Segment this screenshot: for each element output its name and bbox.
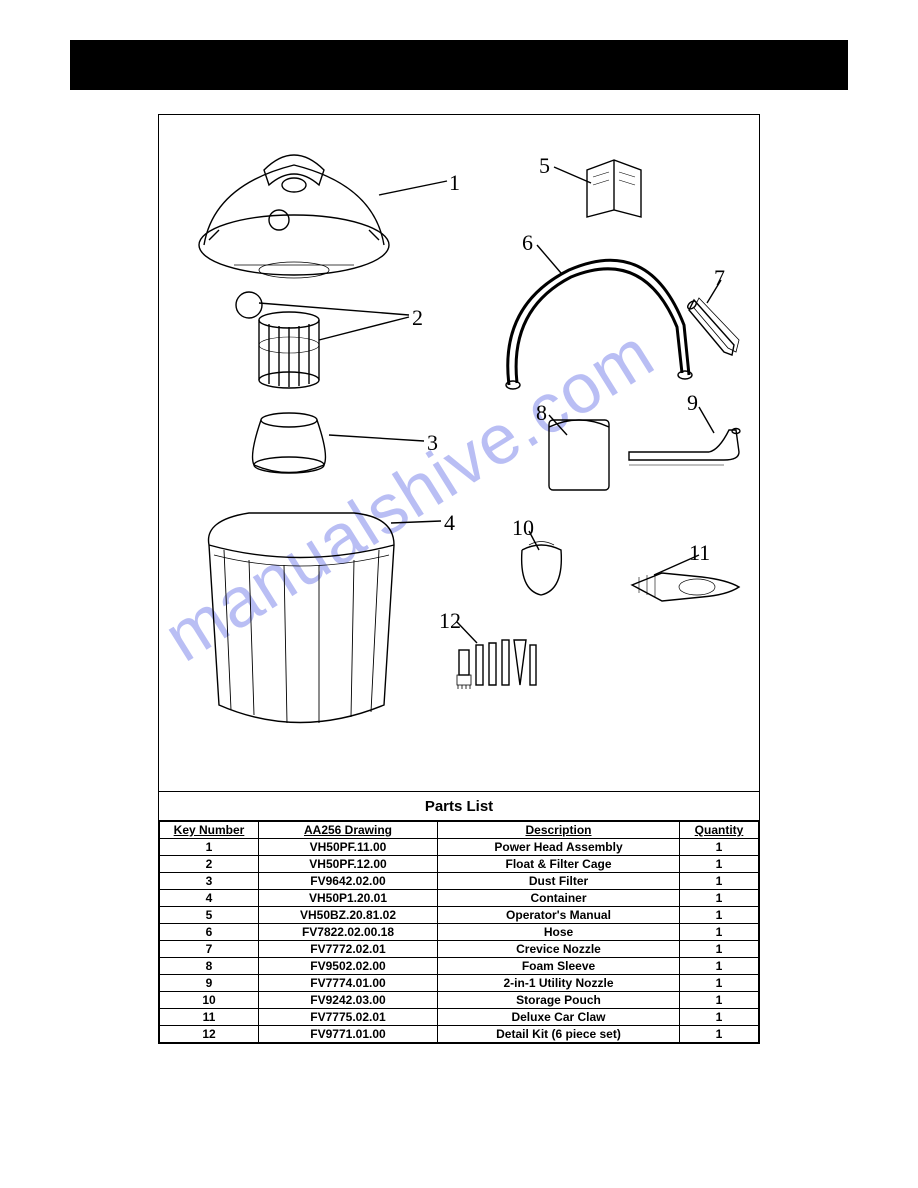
table-header-row: Key Number AA256 Drawing Description Qua… <box>160 822 759 839</box>
table-row: 5VH50BZ.20.81.02Operator's Manual1 <box>160 907 759 924</box>
table-row: 2VH50PF.12.00Float & Filter Cage1 <box>160 856 759 873</box>
parts-table: Key Number AA256 Drawing Description Qua… <box>159 821 759 1043</box>
table-row: 10FV9242.03.00Storage Pouch1 <box>160 992 759 1009</box>
col-key: Key Number <box>160 822 259 839</box>
page-number: – 14 – <box>0 38 918 54</box>
table-row: 4VH50P1.20.01Container1 <box>160 890 759 907</box>
table-row: 12FV9771.01.00Detail Kit (6 piece set)1 <box>160 1026 759 1043</box>
table-row: 1VH50PF.11.00Power Head Assembly1 <box>160 839 759 856</box>
col-qty: Quantity <box>680 822 759 839</box>
manual-page: – 14 – manualshive.com <box>0 0 918 1188</box>
table-row: 6FV7822.02.00.18Hose1 <box>160 924 759 941</box>
table-row: 9FV7774.01.002-in-1 Utility Nozzle1 <box>160 975 759 992</box>
table-row: 8FV9502.02.00Foam Sleeve1 <box>160 958 759 975</box>
col-drawing: AA256 Drawing <box>259 822 438 839</box>
table-row: 7FV7772.02.01Crevice Nozzle1 <box>160 941 759 958</box>
col-desc: Description <box>438 822 680 839</box>
content-frame: manualshive.com <box>158 114 760 1044</box>
table-row: 11FV7775.02.01Deluxe Car Claw1 <box>160 1009 759 1026</box>
table-row: 3FV9642.02.00Dust Filter1 <box>160 873 759 890</box>
parts-list-title: Parts List <box>159 792 759 821</box>
exploded-diagram: manualshive.com <box>159 115 759 792</box>
leader-lines <box>159 115 759 791</box>
